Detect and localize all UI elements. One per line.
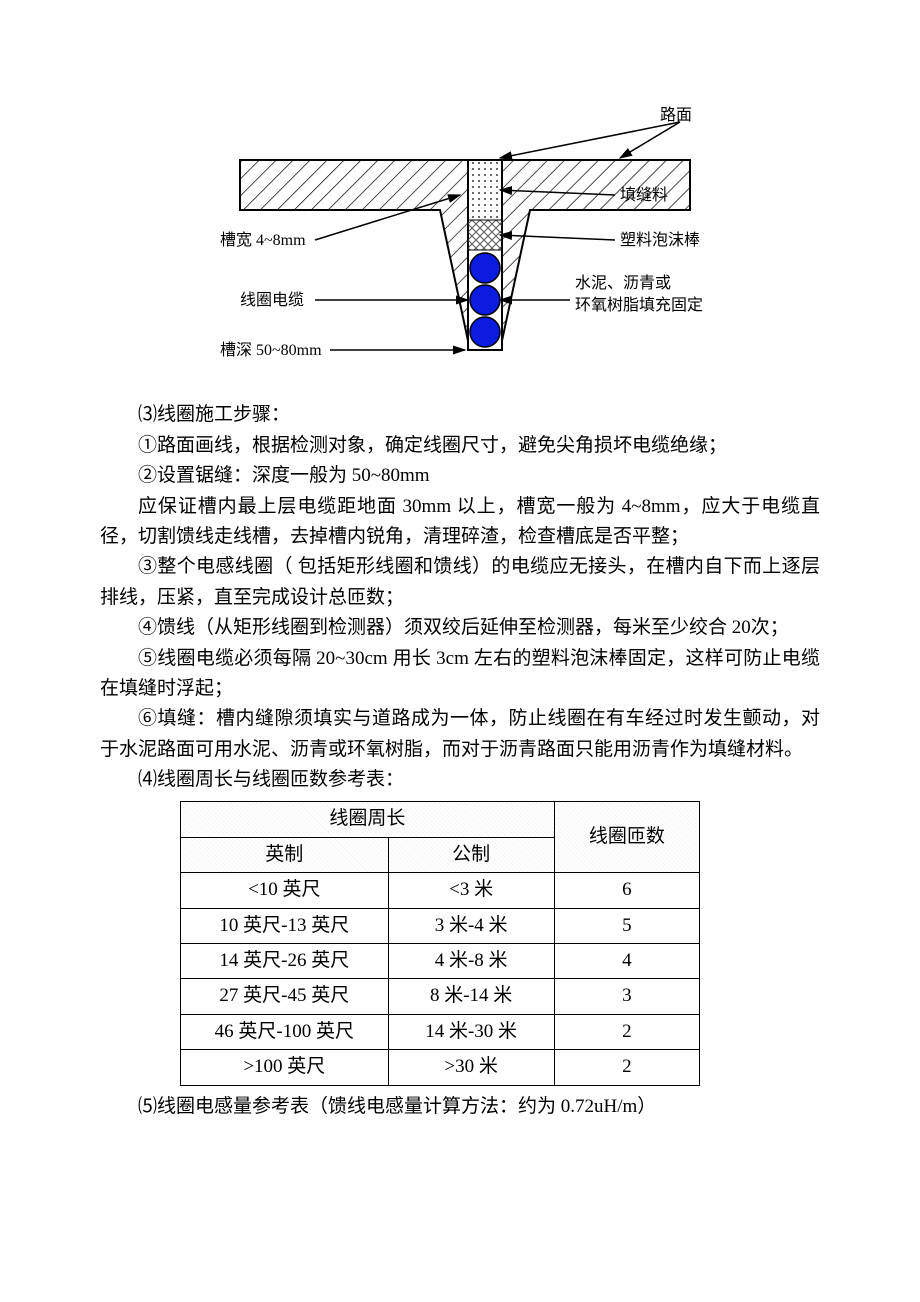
label-filler: 填缝料 (620, 186, 668, 204)
sec3-step1: ①路面画线，根据检测对象，确定线圈尺寸，避免尖角损坏电缆绝缘； (100, 431, 820, 461)
label-epoxy-2: 环氧树脂填充固定 (575, 296, 703, 314)
th-turns: 线圈匝数 (554, 802, 699, 873)
slot-cross-section-diagram: 路面 填缝料 塑料泡沫棒 水泥、沥青或 环氧树脂填充固定 槽宽 4~8mm 线圈… (200, 100, 720, 380)
table-row: 46 英尺-100 英尺14 米-30 米2 (181, 1014, 700, 1049)
label-coil-cable: 线圈电缆 (240, 291, 304, 309)
diagram-svg: 路面 填缝料 塑料泡沫棒 水泥、沥青或 环氧树脂填充固定 槽宽 4~8mm 线圈… (200, 100, 720, 370)
sec5-title: ⑸线圈电感量参考表（馈线电感量计算方法：约为 0.72uH/m） (100, 1092, 820, 1122)
th-metric: 公制 (388, 837, 554, 872)
table-row: <10 英尺<3 米6 (181, 873, 700, 908)
sec3-step2: ②设置锯缝：深度一般为 50~80mm (100, 461, 820, 491)
table-body: <10 英尺<3 米6 10 英尺-13 英尺3 米-4 米5 14 英尺-26… (181, 873, 700, 1085)
label-slot-depth: 槽深 50~80mm (220, 341, 322, 359)
sec3-step2b: 应保证槽内最上层电缆距地面 30mm 以上，槽宽一般为 4~8mm，应大于电缆直… (100, 492, 820, 553)
sec3-title: ⑶线圈施工步骤： (100, 400, 820, 430)
label-surface: 路面 (660, 106, 692, 124)
table-row: 10 英尺-13 英尺3 米-4 米5 (181, 908, 700, 943)
sec4-title: ⑷线圈周长与线圈匝数参考表： (100, 765, 820, 795)
label-epoxy-1: 水泥、沥青或 (575, 274, 671, 292)
label-slot-width: 槽宽 4~8mm (220, 231, 306, 249)
th-perimeter: 线圈周长 (181, 802, 555, 837)
table-row: 27 英尺-45 英尺8 米-14 米3 (181, 979, 700, 1014)
body-text: ⑶线圈施工步骤： ①路面画线，根据检测对象，确定线圈尺寸，避免尖角损坏电缆绝缘；… (100, 400, 820, 795)
table-row: >100 英尺>30 米2 (181, 1050, 700, 1085)
sec3-step4: ④馈线（从矩形线圈到检测器）须双绞后延伸至检测器，每米至少绞合 20次； (100, 613, 820, 643)
label-foam-rod: 塑料泡沫棒 (620, 231, 700, 249)
sec3-step6: ⑥填缝：槽内缝隙须填实与道路成为一体，防止线圈在有车经过时发生颤动，对于水泥路面… (100, 704, 820, 765)
perimeter-turns-table: 线圈周长 线圈匝数 英制 公制 <10 英尺<3 米6 10 英尺-13 英尺3… (180, 801, 700, 1085)
sec3-step3: ③整个电感线圈（ 包括矩形线圈和馈线）的电缆应无接头，在槽内自下而上逐层排线，压… (100, 552, 820, 613)
th-imperial: 英制 (181, 837, 389, 872)
table-row: 14 英尺-26 英尺4 米-8 米4 (181, 944, 700, 979)
sec3-step5: ⑤线圈电缆必须每隔 20~30cm 用长 3cm 左右的塑料泡沫棒固定，这样可防… (100, 644, 820, 705)
section5: ⑸线圈电感量参考表（馈线电感量计算方法：约为 0.72uH/m） (100, 1092, 820, 1122)
